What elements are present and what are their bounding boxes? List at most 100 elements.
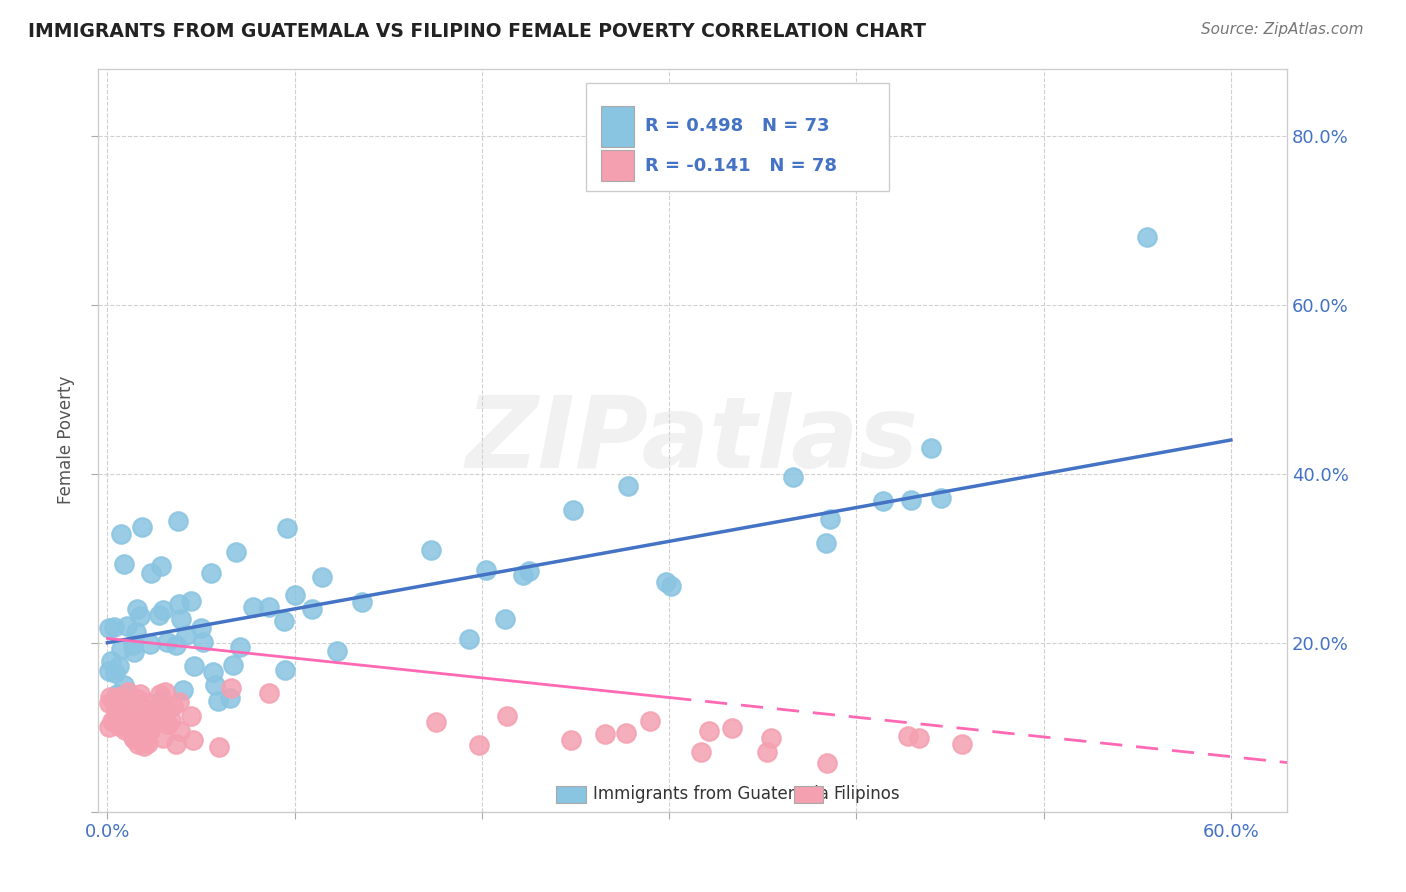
Point [699,723,721,738]
Point [655,574,678,589]
Point [311,569,333,583]
Point [593,727,616,741]
Point [201,665,224,680]
Point [129,698,152,712]
Point [222,657,245,672]
Point [97,721,120,735]
Point [103,620,125,634]
Point [110,641,132,656]
Point [148,687,170,701]
Point [98,621,121,635]
Point [135,696,157,710]
Point [167,695,190,709]
Point [225,545,247,559]
Point [115,694,138,708]
Point [155,685,177,699]
Bar [600,105,634,146]
Point [129,687,152,701]
Point [815,756,838,771]
Point [167,514,190,528]
Point [103,666,125,681]
Point [101,714,124,728]
Point [257,685,280,699]
Point [156,635,179,649]
Point [121,714,143,729]
Point [228,640,250,654]
Point [174,627,197,641]
Point [108,659,131,673]
Point [108,706,131,720]
Point [782,470,804,484]
Text: IMMIGRANTS FROM GUATEMALA VS FILIPINO FEMALE POVERTY CORRELATION CHART: IMMIGRANTS FROM GUATEMALA VS FILIPINO FE… [28,22,927,41]
Point [122,696,145,710]
Text: ZIPatlas: ZIPatlas [465,392,920,489]
Point [494,612,516,626]
Point [208,740,231,755]
Point [125,601,148,615]
Point [1136,230,1159,244]
Text: R = -0.141   N = 78: R = -0.141 N = 78 [645,157,837,175]
Point [614,726,637,740]
Point [326,644,349,658]
Point [122,700,145,714]
Point [950,737,973,751]
Point [124,724,146,739]
Text: Filipinos: Filipinos [832,786,900,804]
Point [129,609,152,624]
Point [638,714,661,729]
Point [103,695,125,709]
Point [457,632,479,647]
Point [907,731,929,746]
Point [560,732,582,747]
Point [872,494,894,508]
Point [112,678,135,692]
Point [169,724,191,739]
Point [98,690,121,705]
Point [301,602,323,616]
Point [148,607,170,622]
Point [115,700,138,714]
Point [170,612,193,626]
Point [475,563,498,577]
Point [98,665,121,679]
Point [425,715,447,730]
Point [150,693,173,707]
Point [721,721,744,735]
Point [931,491,953,506]
Point [517,564,540,578]
Point [136,713,159,727]
Point [124,715,146,730]
Point [103,696,125,710]
Point [127,692,149,706]
Point [122,732,145,747]
Point [122,639,145,653]
Point [107,690,129,705]
Point [134,733,156,747]
Point [139,637,162,651]
Point [284,588,307,602]
Point [815,536,838,550]
Point [110,527,132,541]
Point [150,558,173,573]
Point [139,723,162,738]
Point [112,557,135,571]
Point [117,685,139,699]
Point [110,696,132,710]
Point [496,709,519,723]
Point [276,521,298,535]
Point [152,603,174,617]
Point [108,715,131,730]
Point [159,713,181,727]
Point [818,512,841,526]
Point [131,729,153,743]
Point [162,699,184,714]
Bar [555,786,585,803]
Point [274,663,297,677]
Point [204,678,226,692]
Point [111,691,134,706]
Point [120,724,142,739]
Point [139,566,162,580]
Point [97,696,120,710]
Point [761,731,783,746]
Point [273,614,295,628]
